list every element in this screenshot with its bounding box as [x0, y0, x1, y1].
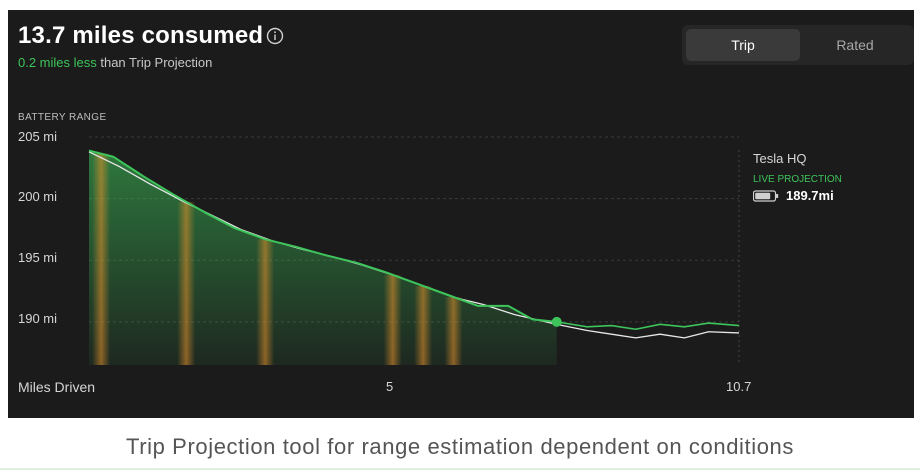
- projection-comparison: 0.2 miles less than Trip Projection: [18, 55, 212, 70]
- info-icon[interactable]: [266, 27, 284, 45]
- live-projection-label: LIVE PROJECTION: [753, 174, 842, 185]
- consumption-band: [256, 239, 275, 365]
- y-tick-label: 190 mi: [18, 311, 58, 326]
- y-tick-label: 200 mi: [18, 189, 58, 204]
- comparison-highlight: 0.2 miles less: [18, 55, 97, 70]
- projection-line: [556, 321, 740, 331]
- y-tick-label: 205 mi: [18, 129, 58, 144]
- projected-range: 189.7mi: [753, 188, 834, 203]
- y-tick-label: 195 mi: [18, 250, 58, 265]
- comparison-rest: than Trip Projection: [96, 55, 213, 70]
- consumption-band: [383, 274, 402, 365]
- projected-range-value: 189.7mi: [786, 188, 834, 203]
- consumption-band: [414, 285, 433, 365]
- figure-caption: Trip Projection tool for range estimatio…: [125, 434, 794, 459]
- range-mode-toggle: Trip Rated: [682, 25, 914, 65]
- battery-range-chart: [88, 136, 740, 365]
- consumption-band: [92, 153, 111, 365]
- tab-trip[interactable]: Trip: [686, 29, 800, 61]
- tab-rated[interactable]: Rated: [836, 37, 874, 53]
- destination-name: Tesla HQ: [753, 151, 807, 166]
- consumption-band: [177, 201, 196, 365]
- x-axis-label: Miles Driven: [18, 379, 96, 395]
- x-tick-label: 10.7: [726, 379, 752, 394]
- driven-area: [89, 150, 557, 365]
- y-axis-label: BATTERY RANGE: [18, 112, 107, 123]
- divider: [0, 468, 920, 470]
- consumption-band: [444, 296, 463, 365]
- current-position-point: [551, 316, 562, 327]
- x-tick-label: 5: [386, 379, 394, 394]
- trip-summary-panel: 13.7 miles consumed 0.2 miles less than …: [8, 10, 914, 418]
- battery-icon: [753, 189, 779, 202]
- driven-line: [88, 149, 557, 323]
- miles-consumed-title: 13.7 miles consumed: [18, 22, 264, 49]
